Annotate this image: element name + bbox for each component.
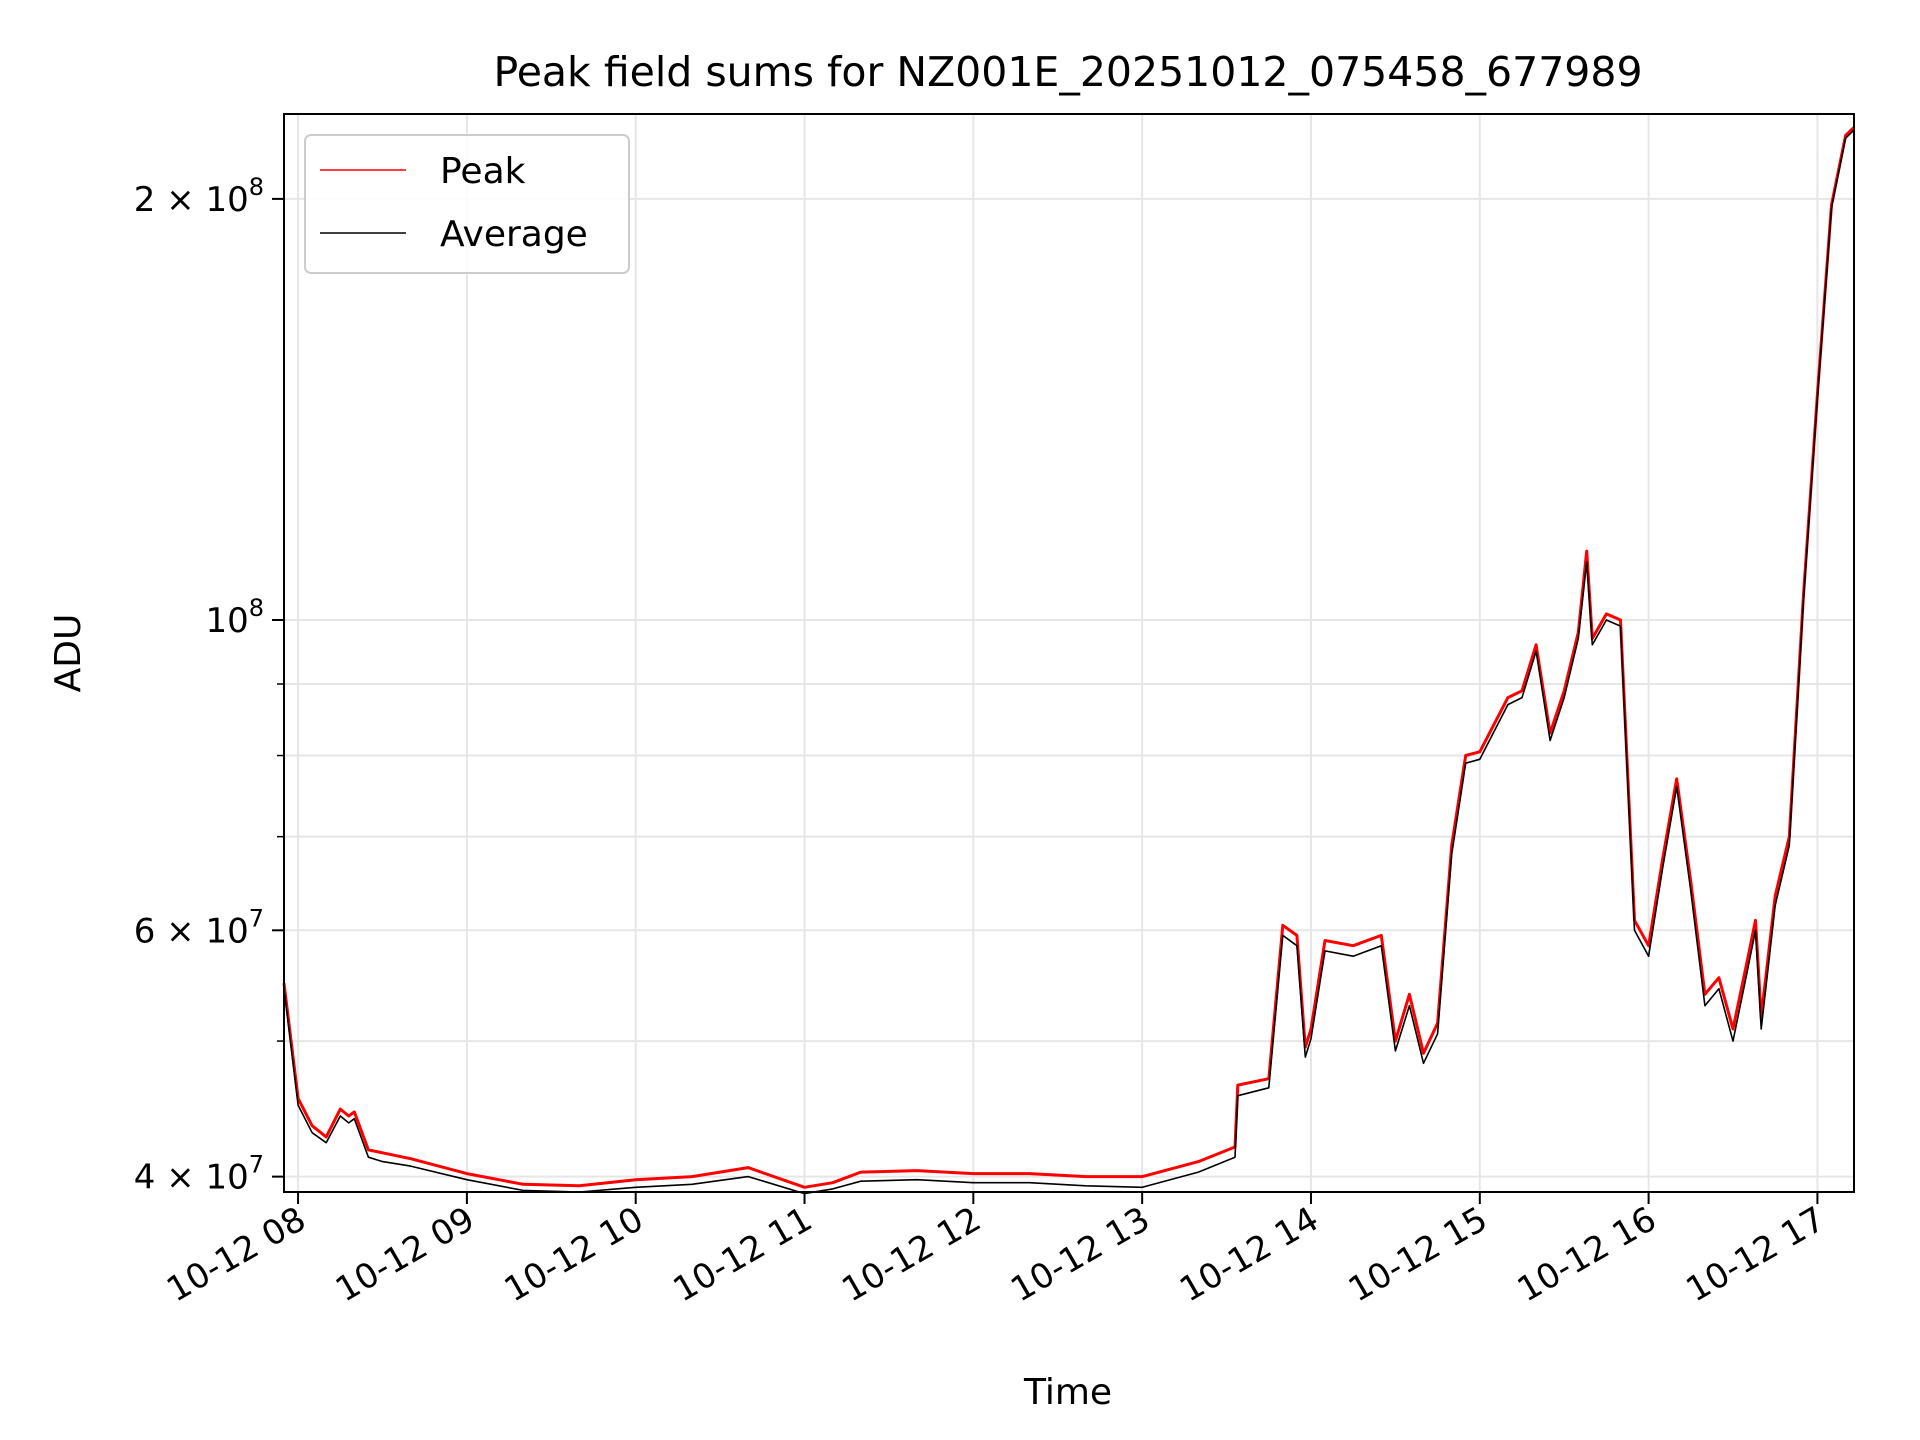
legend-label-average: Average [440,214,588,255]
y-tick-label: 108 [205,594,264,641]
legend-label-peak: Peak [440,151,526,192]
y-axis-label: ADU [48,614,89,693]
series-line-peak [282,126,1856,1189]
plot-frame [283,113,1855,1193]
y-axis: 4 × 107 6 × 107 108 2 × 108 [134,173,284,1198]
y-tick-label: 4 × 107 [134,1151,264,1198]
chart-title: Peak field sums for NZ001E_20251012_0754… [493,48,1642,96]
legend: Peak Average [304,134,630,274]
y-tick-label: 2 × 108 [134,173,264,220]
y-tick-label: 6 × 107 [134,904,264,951]
x-axis-label: Time [1023,1372,1112,1413]
